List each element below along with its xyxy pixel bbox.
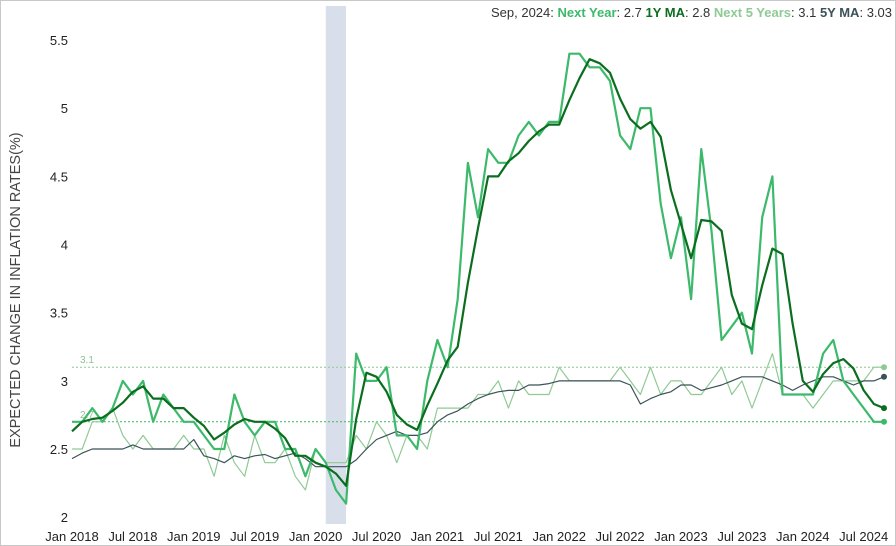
y-tick-label: 5 (61, 101, 68, 116)
x-tick-label: Jul 2020 (352, 529, 401, 544)
y-tick-label: 5.5 (50, 33, 68, 48)
y-tick-label: 3 (61, 374, 68, 389)
end-marker-next-year (881, 418, 887, 425)
y-tick-label: 2.5 (50, 442, 68, 457)
legend-1y-ma-label: 1Y MA (645, 5, 685, 20)
x-tick-label: Jul 2021 (474, 529, 523, 544)
legend-next-year-value: 2.7 (623, 5, 642, 20)
y-axis-ticks: 2 2.5 3 3.5 4 4.5 5 5.5 (50, 33, 68, 525)
end-marker-1y-ma (881, 405, 887, 412)
y-axis-label: EXPECTED CHANGE IN INFLATION RATES(%) (8, 132, 24, 448)
legend-next-5-years-value: 3.1 (798, 5, 817, 20)
series-line-5y-ma (71, 376, 885, 468)
x-tick-label: Jul 2018 (108, 529, 157, 544)
x-tick-label: Jul 2024 (839, 529, 888, 544)
legend-5y-ma-label: 5Y MA (819, 5, 860, 20)
legend-date: Sep, 2024: (490, 5, 554, 20)
series-line-next-year (72, 52, 884, 505)
x-tick-label: Jan 2018 (45, 529, 99, 544)
x-tick-label: Jan 2022 (532, 529, 586, 544)
legend-1y-ma-value: 2.8 (692, 5, 711, 20)
x-tick-label: Jan 2024 (776, 529, 830, 544)
chart-legend: Sep, 2024: Next Year: 2.7 1Y MA: 2.8 Nex… (490, 5, 892, 20)
series-lines (71, 52, 885, 505)
reference-lines: 3.12.7 (72, 355, 884, 423)
legend-5y-ma-value: 3.03 (866, 5, 892, 20)
x-tick-label: Jan 2023 (654, 529, 708, 544)
x-tick-label: Jan 2019 (167, 529, 221, 544)
end-marker-next-5-years (881, 364, 887, 371)
recession-band (325, 6, 347, 524)
x-tick-label: Jan 2020 (289, 529, 343, 544)
series-end-markers (881, 364, 887, 425)
x-axis-ticks: Jan 2018 Jul 2018 Jan 2019 Jul 2019 Jan 2020… (45, 529, 888, 544)
y-tick-label: 4 (61, 238, 68, 253)
y-tick-label: 4.5 (50, 169, 68, 184)
x-tick-label: Jan 2021 (411, 529, 465, 544)
x-tick-label: Jul 2022 (596, 529, 645, 544)
x-tick-label: Jul 2019 (230, 529, 279, 544)
end-marker-5y-ma (881, 373, 887, 380)
x-tick-label: Jul 2023 (717, 529, 766, 544)
reference-line-label: 3.1 (80, 355, 94, 366)
y-tick-label: 3.5 (50, 306, 68, 321)
series-line-next-5-years (72, 353, 884, 491)
legend-next-year-label: Next Year (557, 5, 617, 20)
legend-next-5-years-label: Next 5 Years (713, 5, 792, 20)
y-tick-label: 2 (61, 510, 68, 525)
series-line-1y-ma (71, 58, 885, 487)
